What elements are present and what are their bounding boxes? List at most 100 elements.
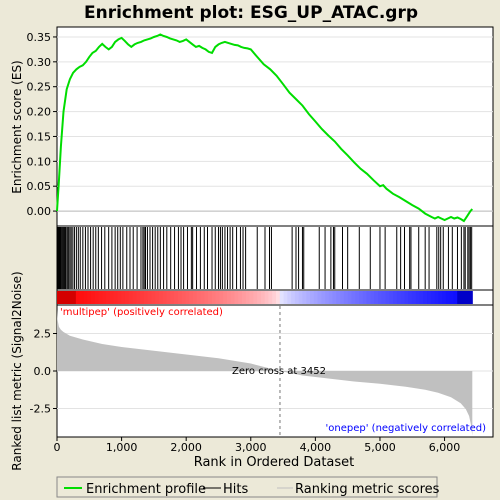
colorbar-segment — [328, 291, 334, 304]
colorbar-segment — [147, 291, 152, 304]
colorbar-segment — [415, 291, 420, 304]
colorbar-segment — [245, 291, 251, 304]
colorbar-segment — [177, 291, 183, 304]
colorbar-segment — [374, 291, 379, 304]
enrichment-profile-line — [56, 33, 474, 223]
colorbar-segment — [370, 291, 375, 304]
x-ticks: 0 1,000 2,000 3,000 4,000 5,000 6,000 — [54, 437, 460, 454]
colorbar-segment — [298, 291, 303, 304]
colorbar-segment — [106, 291, 111, 304]
es-tick-label: 0.00 — [27, 205, 52, 218]
colorbar-segment — [260, 291, 266, 304]
colorbar-segment — [204, 291, 209, 304]
x-tick-label: 4,000 — [300, 441, 332, 454]
colorbar-segment — [185, 291, 190, 304]
colorbar-segment — [242, 291, 247, 304]
colorbar-segment — [121, 291, 126, 304]
es-y-ticks: 0.00 0.05 0.10 0.15 0.20 0.25 0.30 0.35 — [27, 31, 57, 218]
colorbar-segment — [317, 291, 322, 304]
colorbar-segment — [355, 291, 360, 304]
positive-annotation: 'multipep' (positively correlated) — [60, 307, 223, 318]
colorbar-segment — [404, 291, 409, 304]
hit-lines — [56, 227, 473, 289]
legend-hits-label: Hits — [223, 482, 248, 497]
colorbar-segment — [234, 291, 239, 304]
colorbar-segment — [238, 291, 243, 304]
colorbar-segment — [366, 291, 371, 304]
colorbar-segment — [419, 291, 424, 304]
colorbar-segment — [158, 291, 164, 304]
colorbar-segment — [389, 291, 394, 304]
legend-profile-label: Enrichment profile — [86, 482, 206, 497]
colorbar-segment — [200, 291, 205, 304]
colorbar-segment — [57, 291, 62, 304]
colorbar-segment — [60, 291, 66, 304]
colorbar-segment — [347, 291, 353, 304]
colorbar-segment — [102, 291, 107, 304]
chart-title: Enrichment plot: ESG_UP_ATAC.grp — [84, 3, 418, 23]
colorbar-segment — [192, 291, 198, 304]
x-tick-label: 2,000 — [170, 441, 202, 454]
es-tick-label: 0.25 — [27, 81, 52, 94]
colorbar-segment — [309, 291, 315, 304]
colorbar-segment — [430, 291, 436, 304]
legend-metric-label: Ranking metric scores — [295, 482, 440, 497]
rank-colorbar — [57, 291, 473, 304]
es-tick-label: 0.35 — [27, 31, 52, 44]
x-tick-label: 0 — [54, 441, 61, 454]
colorbar-segment — [325, 291, 330, 304]
ranking-metric-area — [57, 309, 473, 436]
colorbar-segment — [275, 291, 281, 304]
colorbar-segment — [170, 291, 175, 304]
metric-tick-label: 2.5 — [34, 328, 52, 341]
colorbar-segment — [449, 291, 454, 304]
colorbar-segment — [272, 291, 277, 304]
colorbar-segment — [438, 291, 443, 304]
colorbar-segment — [468, 291, 473, 304]
colorbar-segment — [68, 291, 73, 304]
colorbar-segment — [75, 291, 81, 304]
colorbar-segment — [457, 291, 462, 304]
colorbar-segment — [83, 291, 88, 304]
colorbar-segment — [264, 291, 269, 304]
es-tick-label: 0.15 — [27, 130, 52, 143]
es-tick-label: 0.05 — [27, 180, 52, 193]
legend: Enrichment profile Hits Ranking metric s… — [56, 476, 440, 498]
colorbar-segment — [434, 291, 439, 304]
colorbar-segment — [124, 291, 130, 304]
colorbar-segment — [291, 291, 296, 304]
es-tick-label: 0.30 — [27, 56, 52, 69]
colorbar-segment — [411, 291, 417, 304]
es-panel — [56, 26, 494, 227]
colorbar-segment — [72, 291, 77, 304]
colorbar-segment — [377, 291, 383, 304]
negative-annotation: 'onepep' (negatively correlated) — [326, 423, 487, 434]
colorbar-segment — [143, 291, 149, 304]
colorbar-segment — [385, 291, 390, 304]
colorbar-segment — [336, 291, 341, 304]
colorbar-segment — [109, 291, 115, 304]
colorbar-segment — [136, 291, 141, 304]
colorbar-segment — [94, 291, 100, 304]
colorbar-segment — [294, 291, 300, 304]
colorbar-segment — [196, 291, 201, 304]
colorbar-segment — [64, 291, 69, 304]
colorbar-segment — [313, 291, 319, 304]
colorbar-segment — [174, 291, 179, 304]
colorbar-segment — [332, 291, 337, 304]
x-tick-label: 1,000 — [106, 441, 138, 454]
colorbar-segment — [442, 291, 447, 304]
colorbar-segment — [408, 291, 413, 304]
colorbar-segment — [393, 291, 398, 304]
metric-tick-label: -2.5 — [30, 403, 51, 416]
colorbar-segment — [351, 291, 356, 304]
x-tick-label: 5,000 — [364, 441, 396, 454]
colorbar-segment — [223, 291, 228, 304]
es-tick-label: 0.10 — [27, 155, 52, 168]
es-tick-label: 0.20 — [27, 106, 52, 119]
colorbar-segment — [461, 291, 466, 304]
colorbar-segment — [253, 291, 258, 304]
colorbar-segment — [162, 291, 167, 304]
colorbar-segment — [219, 291, 224, 304]
